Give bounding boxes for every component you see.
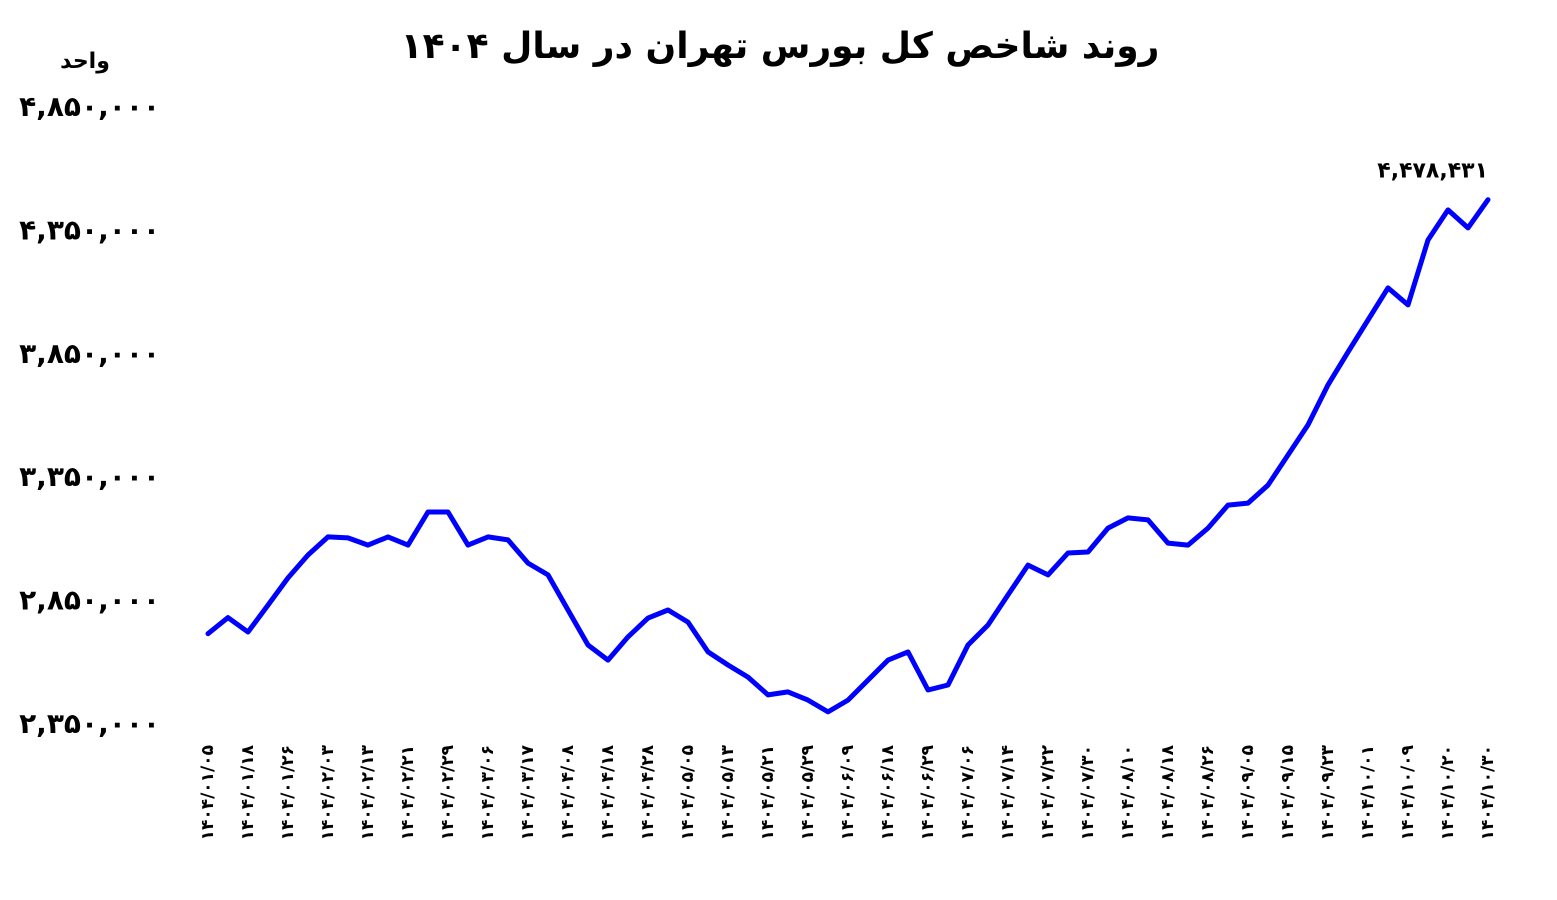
x-tick-label: ۱۴۰۴/۰۵/۲۱ [758, 745, 778, 840]
y-tick-label: ۳,۸۵۰,۰۰۰ [19, 337, 160, 370]
x-tick-label: ۱۴۰۴/۰۳/۰۶ [478, 745, 498, 840]
x-tick-label: ۱۴۰۴/۱۰/۰۱ [1358, 745, 1378, 840]
x-tick-label: ۱۴۰۴/۰۲/۲۱ [398, 745, 418, 840]
x-tick-label: ۱۴۰۴/۱۰/۰۹ [1398, 744, 1418, 840]
x-tick-label: ۱۴۰۴/۰۷/۲۲ [1038, 744, 1058, 840]
x-tick-label: ۱۴۰۴/۰۹/۲۳ [1318, 744, 1338, 840]
x-tick-label: ۱۴۰۴/۰۱/۲۶ [278, 745, 298, 840]
y-axis-label: واحد [60, 49, 110, 74]
x-tick-label: ۱۴۰۴/۰۴/۲۸ [638, 744, 658, 840]
x-tick-label: ۱۴۰۴/۰۶/۱۸ [878, 744, 898, 840]
x-tick-label: ۱۴۰۴/۰۷/۰۶ [958, 745, 978, 840]
x-tick-label: ۱۴۰۴/۰۳/۱۷ [518, 744, 538, 840]
value-label: ۴,۴۷۸,۴۳۱ [1377, 159, 1488, 184]
x-tick-label: ۱۴۰۴/۰۵/۱۳ [718, 744, 738, 840]
y-tick-label: ۴,۸۵۰,۰۰۰ [19, 90, 160, 123]
x-tick-label: ۱۴۰۴/۰۴/۱۸ [598, 744, 618, 840]
x-tick-label: ۱۴۰۴/۰۱/۰۵ [198, 745, 218, 840]
x-tick-label: ۱۴۰۴/۰۸/۱۰ [1118, 745, 1138, 840]
x-tick-label: ۱۴۰۴/۰۷/۱۴ [998, 745, 1018, 840]
y-tick-label: ۲,۸۵۰,۰۰۰ [19, 584, 160, 617]
x-tick-label: ۱۴۰۴/۱۰/۲۰ [1438, 745, 1458, 840]
x-tick-label: ۱۴۰۴/۱۰/۳۰ [1478, 745, 1498, 840]
x-tick-label: ۱۴۰۴/۰۸/۲۶ [1198, 745, 1218, 840]
x-tick-label: ۱۴۰۴/۰۵/۲۹ [798, 744, 818, 840]
x-tick-label: ۱۴۰۴/۰۴/۰۸ [558, 744, 578, 840]
y-tick-label: ۴,۳۵۰,۰۰۰ [19, 213, 160, 246]
x-tick-label: ۱۴۰۴/۰۱/۱۸ [238, 744, 258, 840]
x-tick-label: ۱۴۰۴/۰۲/۲۹ [438, 744, 458, 840]
x-tick-label: ۱۴۰۴/۰۷/۳۰ [1078, 745, 1098, 840]
x-tick-label: ۱۴۰۴/۰۲/۰۳ [318, 744, 338, 840]
x-tick-label: ۱۴۰۴/۰۵/۰۵ [678, 745, 698, 840]
x-tick-label: ۱۴۰۴/۰۶/۲۹ [918, 744, 938, 840]
y-tick-label: ۳,۳۵۰,۰۰۰ [19, 460, 160, 493]
x-tick-label: ۱۴۰۴/۰۸/۱۸ [1158, 744, 1178, 840]
x-tick-label: ۱۴۰۴/۰۲/۱۳ [358, 744, 378, 840]
y-tick-label: ۲,۳۵۰,۰۰۰ [19, 707, 160, 740]
x-tick-label: ۱۴۰۴/۰۶/۰۹ [838, 744, 858, 840]
x-tick-label: ۱۴۰۴/۰۹/۰۵ [1238, 745, 1258, 840]
x-tick-label: ۱۴۰۴/۰۹/۱۵ [1278, 745, 1298, 840]
chart-title: روند شاخص کل بورس تهران در سال ۱۴۰۴ [401, 26, 1160, 67]
line [205, 197, 1491, 715]
